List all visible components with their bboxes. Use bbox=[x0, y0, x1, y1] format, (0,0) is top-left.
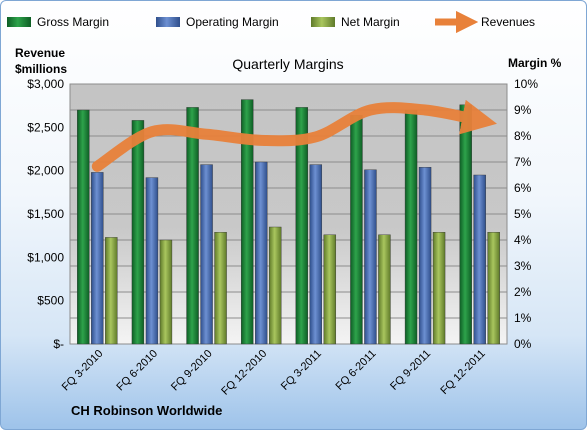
legend-label-gross-margin: Gross Margin bbox=[37, 15, 109, 29]
right-tick-label: 9% bbox=[514, 103, 532, 117]
bar-operating-margin bbox=[254, 161, 268, 345]
legend-label-operating-margin: Operating Margin bbox=[186, 15, 279, 29]
chart-title: Quarterly Margins bbox=[232, 56, 343, 72]
right-tick-label: 2% bbox=[514, 285, 532, 299]
left-tick-label: $- bbox=[53, 337, 64, 351]
category-label: FQ 3-2010 bbox=[60, 348, 106, 394]
right-tick-label: 7% bbox=[514, 155, 532, 169]
bar-net-margin bbox=[214, 231, 227, 345]
legend-label-net-margin: Net Margin bbox=[341, 15, 400, 29]
bar-net-margin bbox=[432, 231, 446, 345]
right-tick-label: 1% bbox=[514, 311, 532, 325]
bar-gross-margin bbox=[240, 99, 254, 345]
bar-net-margin bbox=[105, 237, 118, 345]
left-tick-label: $2,500 bbox=[27, 120, 64, 134]
bar-net-margin bbox=[268, 226, 282, 345]
right-axis-ticks: 0% 1% 2% 3% 4% 5% 6% 7% 8% 9% 10% bbox=[514, 77, 538, 351]
left-tick-label: $500 bbox=[37, 294, 64, 308]
bar-operating-margin bbox=[200, 164, 213, 345]
left-axis-title-line2: $millions bbox=[15, 62, 67, 76]
left-tick-label: $2,000 bbox=[27, 164, 64, 178]
right-tick-label: 0% bbox=[514, 337, 532, 351]
category-label: FQ 6-2011 bbox=[333, 348, 378, 393]
right-tick-label: 3% bbox=[514, 259, 532, 273]
right-tick-label: 4% bbox=[514, 233, 532, 247]
bars bbox=[77, 99, 500, 345]
left-axis-title-line1: Revenue bbox=[15, 46, 65, 60]
category-label: FQ 9-2011 bbox=[388, 348, 433, 393]
left-tick-label: $3,000 bbox=[27, 77, 64, 91]
bar-operating-margin bbox=[473, 174, 486, 345]
bar-net-margin bbox=[378, 234, 391, 345]
left-tick-label: $1,500 bbox=[27, 207, 64, 221]
bar-operating-margin bbox=[91, 172, 104, 345]
category-label: FQ 12-2011 bbox=[438, 348, 487, 397]
bar-gross-margin bbox=[77, 109, 90, 345]
bar-net-margin bbox=[159, 239, 173, 345]
legend-label-revenues: Revenues bbox=[481, 15, 535, 29]
category-label: FQ 3-2011 bbox=[279, 348, 324, 393]
category-labels: FQ 3-2010 FQ 6-2010 FQ 9-2010 FQ 12-2010 FQ … bbox=[60, 348, 488, 398]
right-axis-title: Margin % bbox=[508, 56, 562, 70]
revenues-line bbox=[91, 99, 497, 172]
revenue-line-group bbox=[91, 99, 497, 172]
bar-operating-margin bbox=[309, 164, 323, 345]
bar-net-margin bbox=[487, 231, 500, 345]
category-label: FQ 6-2010 bbox=[114, 348, 160, 394]
bar-gross-margin bbox=[404, 109, 418, 345]
bar-gross-margin bbox=[295, 107, 309, 345]
bar-gross-margin bbox=[186, 107, 199, 345]
bar-operating-margin bbox=[418, 166, 432, 345]
bar-gross-margin bbox=[131, 120, 145, 345]
legend-swatch-operating-margin bbox=[156, 17, 180, 27]
bar-operating-margin bbox=[364, 169, 377, 345]
left-axis-ticks: $- $500 $1,000 $1,500 $2,000 $2,500 $3,000 bbox=[27, 77, 64, 351]
legend-swatch-net-margin bbox=[311, 17, 335, 27]
category-label: FQ 9-2010 bbox=[169, 348, 215, 394]
right-tick-label: 8% bbox=[514, 129, 532, 143]
bar-operating-margin bbox=[145, 177, 159, 345]
bar-gross-margin bbox=[350, 114, 363, 345]
right-tick-label: 6% bbox=[514, 181, 532, 195]
bar-gross-margin bbox=[459, 104, 472, 345]
right-tick-label: 10% bbox=[514, 77, 538, 91]
category-label: FQ 12-2010 bbox=[219, 348, 269, 398]
footer-company: CH Robinson Worldwide bbox=[71, 403, 222, 418]
legend-swatch-gross-margin bbox=[7, 17, 31, 27]
left-tick-label: $1,000 bbox=[27, 250, 64, 264]
legend: Gross Margin Operating Margin Net Margin… bbox=[7, 10, 535, 34]
right-tick-label: 5% bbox=[514, 207, 532, 221]
bar-net-margin bbox=[323, 234, 337, 345]
